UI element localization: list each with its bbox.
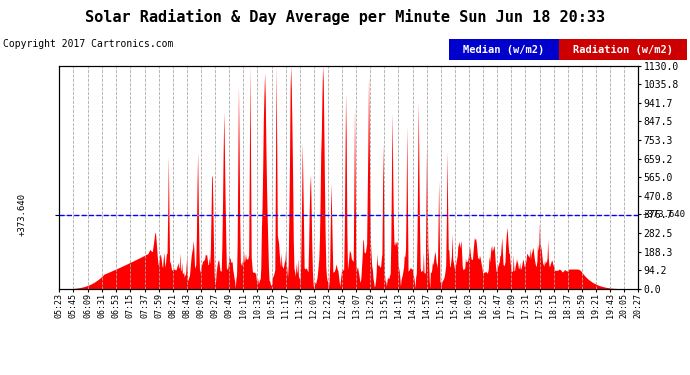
Text: Radiation (w/m2): Radiation (w/m2) [573, 45, 673, 55]
Text: +373.640: +373.640 [18, 194, 27, 237]
Text: Median (w/m2): Median (w/m2) [463, 45, 544, 55]
Text: +373.640: +373.640 [642, 210, 685, 219]
Text: Solar Radiation & Day Average per Minute Sun Jun 18 20:33: Solar Radiation & Day Average per Minute… [85, 9, 605, 26]
Text: Copyright 2017 Cartronics.com: Copyright 2017 Cartronics.com [3, 39, 174, 50]
